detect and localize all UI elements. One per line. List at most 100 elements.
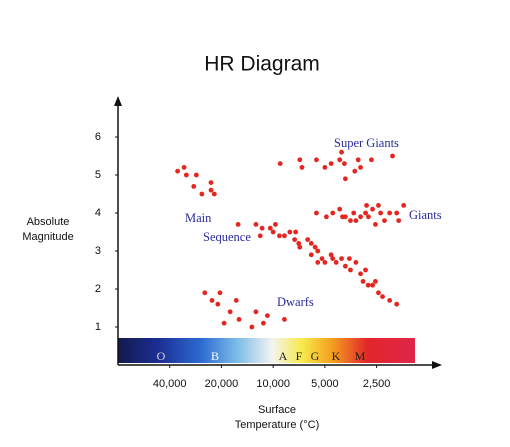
star-point — [322, 165, 328, 170]
star-point — [276, 233, 282, 239]
star-point — [340, 214, 345, 220]
x-tick-label: 2,500 — [363, 378, 391, 390]
star-point — [364, 203, 369, 208]
star-point — [297, 157, 303, 163]
star-point — [342, 161, 347, 167]
x-axis-label: Temperature (°C) — [235, 419, 319, 431]
star-point — [358, 271, 363, 277]
star-point — [211, 191, 217, 197]
star-point — [235, 222, 241, 227]
star-point — [217, 290, 223, 296]
star-point — [308, 241, 314, 246]
star-point — [249, 324, 255, 330]
y-axis-arrow — [114, 96, 122, 106]
star-point — [257, 233, 263, 239]
annotation: Giants — [409, 208, 442, 222]
star-point — [208, 187, 214, 193]
star-point — [277, 161, 283, 167]
star-point — [183, 172, 189, 178]
star-point — [352, 168, 358, 174]
star-point — [259, 225, 265, 231]
star-point — [355, 157, 361, 163]
star-point — [273, 222, 278, 227]
star-point — [191, 184, 197, 189]
star-point — [369, 157, 374, 163]
star-point — [348, 267, 353, 273]
star-point — [396, 218, 402, 224]
y-tick-label: 5 — [95, 169, 101, 181]
star-point — [363, 210, 368, 216]
star-point — [337, 206, 343, 212]
star-point — [227, 309, 233, 315]
y-tick-label: 6 — [95, 131, 101, 143]
star-point — [353, 260, 359, 265]
x-axis-label: Surface — [258, 404, 296, 416]
y-tick-label: 2 — [95, 283, 101, 295]
star-point — [376, 203, 381, 208]
star-point — [296, 241, 302, 246]
star-point — [287, 229, 293, 235]
chart-title: HR Diagram — [204, 53, 320, 76]
star-point — [333, 260, 339, 265]
annotation: Super Giants — [334, 136, 399, 150]
spectral-class: F — [296, 349, 303, 363]
spectral-class: G — [311, 349, 320, 363]
star-point — [380, 294, 385, 299]
star-point — [348, 218, 353, 224]
star-point — [337, 157, 343, 163]
star-point — [328, 252, 334, 258]
star-point — [358, 165, 363, 170]
star-point — [370, 282, 375, 288]
star-point — [376, 290, 381, 296]
star-point — [221, 320, 227, 326]
star-point — [394, 210, 400, 216]
x-tick-label: 40,000 — [153, 378, 187, 390]
star-point — [394, 301, 400, 307]
star-point — [270, 229, 276, 235]
star-point — [330, 210, 336, 216]
spectrum-bar — [118, 338, 415, 363]
star-point — [297, 244, 303, 250]
star-point — [347, 256, 352, 261]
star-point — [342, 176, 348, 182]
star-point — [199, 191, 205, 197]
star-point — [339, 256, 344, 261]
star-point — [233, 298, 239, 303]
star-point — [282, 317, 287, 322]
star-point — [370, 206, 375, 212]
star-point — [387, 210, 393, 216]
star-point — [305, 237, 311, 243]
star-point — [328, 161, 334, 167]
star-point — [202, 290, 208, 296]
star-point — [363, 267, 368, 273]
annotation: Sequence — [203, 230, 251, 244]
star-point — [366, 214, 371, 220]
star-point — [314, 157, 319, 163]
star-point — [253, 309, 259, 315]
star-point — [378, 210, 384, 216]
star-point — [373, 222, 378, 227]
spectral-class: O — [157, 349, 166, 363]
star-point — [373, 279, 378, 284]
annotation: Main — [185, 211, 212, 225]
x-tick-label: 20,000 — [205, 378, 239, 390]
star-point — [315, 248, 321, 254]
star-point — [209, 298, 215, 303]
star-point — [330, 256, 336, 261]
star-point — [193, 172, 199, 178]
star-point — [215, 301, 221, 307]
y-axis-label: Magnitude — [22, 231, 73, 243]
star-point — [353, 218, 359, 224]
y-tick-label: 1 — [95, 321, 101, 333]
star-point — [253, 222, 259, 227]
annotation: Dwarfs — [277, 295, 314, 309]
x-axis-arrow — [432, 361, 442, 369]
x-tick-label: 5,000 — [311, 378, 339, 390]
star-point — [382, 218, 387, 224]
spectral-class: K — [332, 349, 341, 363]
star-point — [312, 244, 318, 250]
star-point — [351, 210, 357, 216]
star-point — [293, 229, 299, 235]
y-axis-label: Absolute — [27, 216, 70, 228]
